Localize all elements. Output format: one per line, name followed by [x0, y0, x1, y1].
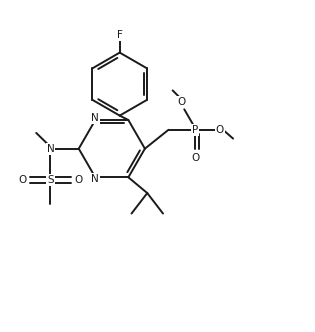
Text: O: O [216, 125, 224, 135]
Text: N: N [91, 174, 99, 184]
Text: O: O [19, 175, 27, 185]
Text: P: P [192, 125, 198, 135]
Text: S: S [47, 175, 54, 185]
Text: N: N [47, 144, 54, 154]
Text: O: O [191, 153, 199, 163]
Text: N: N [91, 114, 99, 124]
Text: O: O [177, 97, 185, 107]
Text: O: O [74, 175, 82, 185]
Text: F: F [117, 30, 123, 40]
